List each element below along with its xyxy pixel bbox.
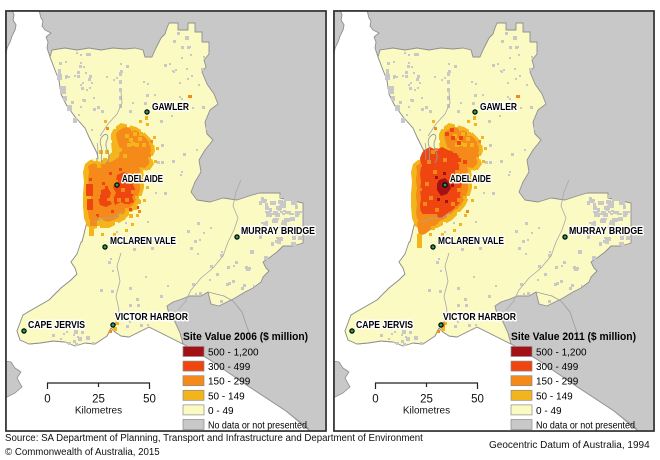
svg-text:Site Value 2011 ($ million): Site Value 2011 ($ million) [511, 331, 636, 343]
svg-text:No data or not presented: No data or not presented [536, 421, 635, 432]
svg-text:50 - 149: 50 - 149 [536, 391, 573, 402]
svg-text:VICTOR HARBOR: VICTOR HARBOR [115, 311, 188, 323]
svg-text:300 - 499: 300 - 499 [536, 362, 579, 373]
svg-text:300 - 499: 300 - 499 [208, 362, 251, 373]
svg-text:0 - 49: 0 - 49 [536, 406, 562, 417]
svg-text:0: 0 [372, 394, 378, 406]
svg-text:500 - 1,200: 500 - 1,200 [536, 348, 587, 359]
svg-text:500 - 1,200: 500 - 1,200 [208, 348, 259, 359]
svg-text:Site Value 2006 ($ million): Site Value 2006 ($ million) [183, 331, 308, 343]
svg-text:50 - 149: 50 - 149 [208, 391, 245, 402]
svg-text:Kilometres: Kilometres [403, 406, 450, 417]
svg-text:ADELAIDE: ADELAIDE [450, 173, 491, 185]
svg-text:MURRAY BRIDGE: MURRAY BRIDGE [241, 225, 315, 237]
svg-text:No data or not presented: No data or not presented [208, 421, 307, 432]
svg-text:MCLAREN VALE: MCLAREN VALE [438, 235, 504, 247]
svg-text:VICTOR HARBOR: VICTOR HARBOR [443, 311, 516, 323]
svg-text:CAPE JERVIS: CAPE JERVIS [28, 319, 85, 331]
svg-text:MCLAREN VALE: MCLAREN VALE [110, 235, 176, 247]
svg-text:25: 25 [92, 394, 105, 406]
svg-text:MURRAY BRIDGE: MURRAY BRIDGE [569, 225, 643, 237]
svg-text:50: 50 [143, 394, 156, 406]
svg-text:GAWLER: GAWLER [152, 101, 189, 113]
svg-text:0 - 49: 0 - 49 [208, 406, 234, 417]
svg-text:150 - 299: 150 - 299 [208, 377, 251, 388]
svg-text:CAPE JERVIS: CAPE JERVIS [356, 319, 413, 331]
svg-text:0: 0 [44, 394, 50, 406]
svg-text:25: 25 [420, 394, 433, 406]
svg-text:150 - 299: 150 - 299 [536, 377, 579, 388]
svg-text:50: 50 [471, 394, 484, 406]
svg-text:ADELAIDE: ADELAIDE [122, 173, 163, 185]
svg-text:Kilometres: Kilometres [75, 406, 122, 417]
svg-text:GAWLER: GAWLER [480, 101, 517, 113]
